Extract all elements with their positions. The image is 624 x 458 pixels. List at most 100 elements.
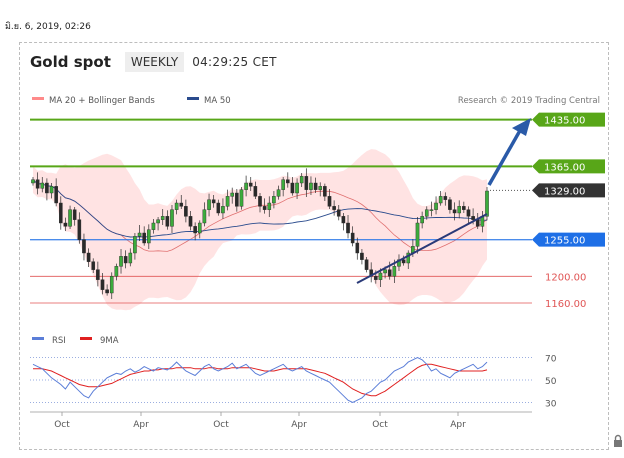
candle-down (72, 209, 77, 220)
candle-down (35, 179, 40, 189)
candle-up (128, 252, 133, 264)
candle-down (235, 192, 239, 207)
rsi-legend-swatch (32, 337, 44, 340)
candle-down (253, 186, 258, 197)
candle-down (216, 202, 221, 214)
candle-up (68, 209, 72, 227)
legend-swatch (32, 97, 44, 100)
candle-down (341, 216, 346, 224)
rsi-tick-label: 30 (545, 399, 557, 409)
current-label: 1329.00 (544, 186, 585, 197)
candle-down (448, 199, 452, 210)
candle-up (137, 232, 142, 237)
candle-up (239, 189, 244, 207)
candle-up (318, 186, 323, 190)
candle-up (221, 206, 225, 214)
candle-down (304, 176, 309, 190)
candle-down (290, 182, 295, 194)
candle-down (211, 199, 216, 204)
candle-down (327, 196, 332, 207)
candle-down (452, 209, 457, 214)
rsi-ma-line (33, 363, 488, 397)
x-tick-label: Oct (54, 420, 70, 430)
candle-down (475, 219, 480, 227)
candle-down (45, 182, 49, 194)
candle-down (355, 242, 360, 254)
rsi-line (32, 357, 488, 403)
current-tag (532, 183, 605, 198)
candle-down (91, 261, 96, 270)
resistance-label: 1435.00 (544, 116, 585, 127)
candle-up (299, 176, 304, 184)
candle-down (360, 252, 364, 260)
candle-down (100, 279, 105, 290)
candle-down (179, 202, 184, 207)
candle-up (225, 196, 230, 207)
candle-down (332, 206, 336, 210)
trend-line (356, 213, 488, 284)
candle-up (49, 186, 54, 194)
screenshot-caption: มิ.ย. 6, 2019, 02:26 (5, 22, 91, 32)
resistance-label: 1365.00 (544, 162, 585, 173)
rsi-ma-legend-swatch (80, 337, 92, 340)
x-tick-label: Oct (213, 420, 229, 430)
pivot-tag (532, 232, 605, 247)
candle-up (383, 269, 387, 274)
candle-up (207, 199, 211, 210)
candle-up (151, 222, 156, 230)
legend-label: MA 50 (204, 96, 231, 106)
candle-down (105, 289, 109, 294)
candle-down (471, 216, 475, 220)
candle-down (258, 196, 262, 207)
candle-up (156, 219, 160, 224)
rsi-legend-label: RSI (52, 336, 66, 346)
candle-up (170, 209, 174, 227)
candle-down (248, 182, 253, 187)
rsi-ma-legend-label: 9MA (100, 336, 119, 346)
projection-arrow-shaft (487, 126, 524, 186)
x-tick-label: Oct (372, 420, 388, 430)
lock-icon (614, 434, 622, 447)
candle-up (272, 196, 276, 204)
legend-swatch (187, 97, 199, 100)
candle-down (96, 269, 100, 280)
candle-up (109, 276, 114, 294)
candle-up (429, 209, 434, 211)
candle-up (147, 229, 151, 244)
candle-up (244, 182, 248, 190)
candle-up (392, 266, 397, 277)
candle-up (202, 209, 207, 224)
candle-up (424, 209, 429, 217)
support-label: 1200.00 (545, 272, 586, 283)
credit-text: Research © 2019 Trading Central (458, 96, 600, 106)
candle-up (197, 222, 202, 234)
candle-down (86, 252, 91, 262)
candle-down (54, 186, 58, 204)
chart-card: Gold spot WEEKLY 04:29:25 CET (19, 42, 609, 450)
x-tick-label: Apr (291, 420, 307, 430)
candle-up (160, 216, 165, 220)
candle-up (114, 266, 119, 277)
period-badge[interactable]: WEEKLY (124, 52, 185, 72)
candle-up (31, 179, 35, 184)
candle-down (58, 202, 63, 224)
candle-up (230, 192, 235, 197)
candle-down (82, 239, 86, 254)
ma50-line (32, 179, 488, 238)
x-tick-label: Apr (133, 420, 149, 430)
candle-down (188, 216, 193, 227)
candle-up (457, 206, 462, 214)
candle-down (466, 209, 471, 217)
candle-down (374, 276, 378, 280)
rsi-tick-label: 50 (545, 377, 557, 387)
support-label: 1160.00 (545, 299, 586, 310)
candle-down (346, 222, 350, 234)
candle-down (364, 259, 369, 270)
candle-down (184, 206, 188, 217)
timestamp: 04:29:25 CET (192, 55, 277, 69)
candle-down (262, 206, 267, 210)
candle-up (119, 256, 123, 267)
candle-down (387, 269, 392, 277)
x-tick-label: Apr (450, 420, 466, 430)
